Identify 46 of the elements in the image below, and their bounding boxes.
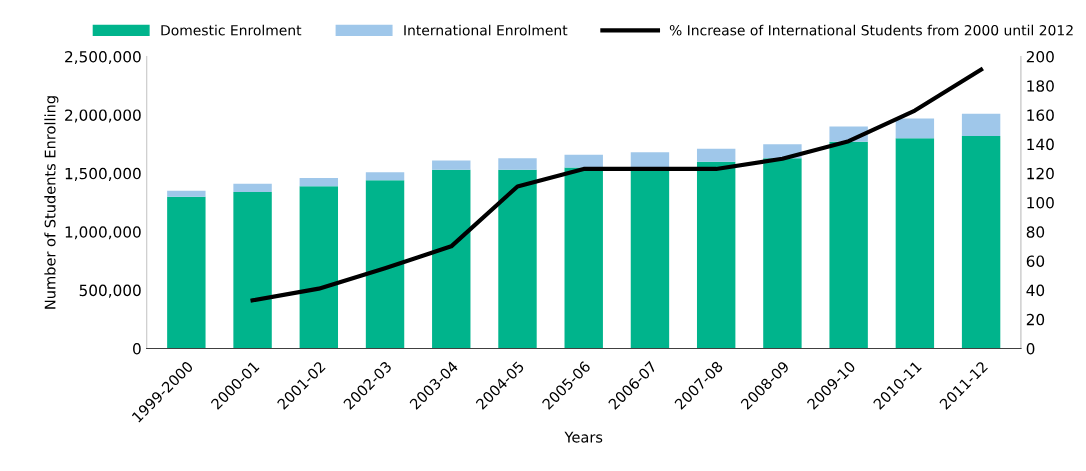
line-series (250, 67, 984, 303)
bar (498, 169, 537, 349)
y2-tick-label: 20 (1026, 313, 1045, 326)
y2-tick-label: 80 (1026, 226, 1045, 238)
bar (233, 192, 272, 349)
bar (961, 135, 1001, 349)
bar (564, 154, 603, 168)
bar (432, 160, 471, 170)
x-axis-title: Years (564, 431, 603, 443)
bar (696, 148, 736, 162)
bar (763, 158, 802, 349)
y-tick-label: 1,000,000 (65, 226, 141, 240)
y-tick-label: 0 (133, 343, 141, 355)
bar (365, 172, 405, 181)
y2-tick-label: 60 (1026, 255, 1045, 267)
bar (299, 178, 339, 187)
y-tick-label: 1,500,000 (65, 167, 141, 181)
y2-tick-label: 40 (1026, 284, 1045, 297)
y2-tick-label: 100 (1027, 197, 1054, 209)
bar (895, 118, 935, 139)
bar (167, 190, 206, 197)
y2-tick-label: 200 (1026, 50, 1054, 63)
legend-label: Domestic Enrolment (161, 24, 302, 36)
bar (432, 169, 471, 349)
y-axis-title: Number of Students Enrolling (44, 96, 59, 309)
bar (696, 161, 736, 349)
bar (961, 113, 1001, 136)
bar (233, 183, 272, 193)
bar (895, 138, 935, 349)
y2-tick-label: 0 (1026, 343, 1035, 355)
bar (829, 141, 868, 349)
legend-label: International Enrolment (404, 24, 568, 36)
y-tick-label: 2,000,000 (65, 109, 141, 123)
y2-tick-label: 160 (1027, 109, 1054, 121)
bar (299, 186, 339, 349)
bar (167, 196, 206, 349)
y2-tick-label: 140 (1027, 138, 1054, 151)
bar (564, 167, 603, 349)
bar (630, 168, 670, 349)
y2-tick-label: 180 (1027, 80, 1054, 92)
y-tick-label: 500,000 (79, 284, 141, 298)
bar (498, 158, 537, 170)
y2-tick-label: 120 (1027, 167, 1054, 180)
legend-label: % Increase of International Students from 2000 until 2012 (669, 24, 1073, 36)
bar (365, 180, 405, 349)
y-tick-label: 2,500,000 (65, 50, 141, 65)
